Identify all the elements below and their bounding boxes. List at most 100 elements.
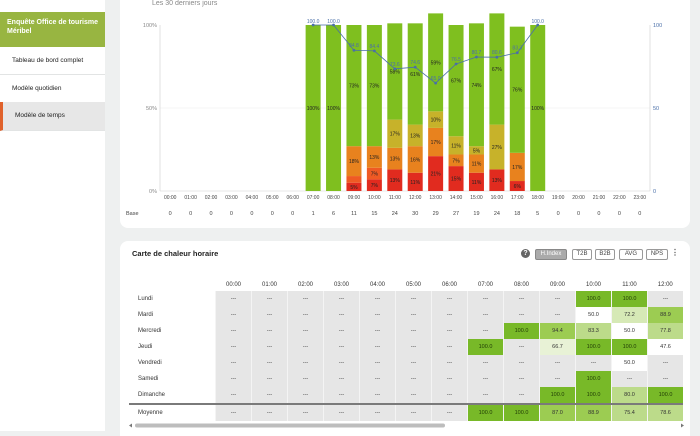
heatmap-cell[interactable]: --- (395, 387, 432, 404)
heatmap-cell[interactable]: 75.4 (611, 403, 648, 421)
heatmap-cell[interactable]: --- (431, 323, 468, 339)
heatmap-cell[interactable]: 100.0 (503, 323, 540, 339)
heatmap-cell[interactable]: 100.0 (467, 403, 504, 421)
sidebar-item-modele-de-temps[interactable]: Modèle de temps (0, 102, 105, 131)
heatmap-cell[interactable]: --- (287, 291, 324, 307)
heatmap-cell[interactable]: --- (503, 291, 540, 307)
pill-avg[interactable]: AVG (619, 249, 643, 260)
heatmap-cell[interactable]: --- (467, 323, 504, 339)
heatmap-cell[interactable]: --- (503, 307, 540, 323)
heatmap-cell[interactable]: --- (215, 403, 252, 421)
heatmap-cell[interactable]: --- (575, 355, 612, 371)
heatmap-cell[interactable]: --- (431, 371, 468, 387)
heatmap-cell[interactable]: --- (539, 307, 576, 323)
heatmap-cell[interactable]: --- (359, 355, 396, 371)
heatmap-cell[interactable]: --- (323, 387, 360, 404)
heatmap-cell[interactable]: --- (503, 387, 540, 404)
heatmap-cell[interactable]: --- (647, 355, 683, 371)
pill-t2b[interactable]: T2B (572, 249, 592, 260)
heatmap-cell[interactable]: --- (323, 403, 360, 421)
heatmap-cell[interactable]: --- (287, 371, 324, 387)
heatmap-cell[interactable]: --- (467, 307, 504, 323)
heatmap-cell[interactable]: --- (467, 371, 504, 387)
heatmap-cell[interactable]: 100.0 (575, 339, 612, 355)
heatmap-cell[interactable]: 50.0 (575, 307, 612, 323)
heatmap-cell[interactable]: --- (215, 355, 252, 371)
heatmap-cell[interactable]: --- (359, 387, 396, 404)
heatmap-cell[interactable]: --- (359, 339, 396, 355)
sidebar-item-modele-quotidien[interactable]: Modèle quotidien (0, 75, 105, 103)
heatmap-cell[interactable]: --- (359, 371, 396, 387)
heatmap-cell[interactable]: 80.0 (611, 387, 648, 404)
heatmap-cell[interactable]: --- (287, 307, 324, 323)
heatmap-cell[interactable]: --- (287, 323, 324, 339)
horizontal-scrollbar[interactable] (129, 423, 684, 428)
heatmap-cell[interactable]: --- (503, 371, 540, 387)
heatmap-cell[interactable]: 50.0 (611, 323, 648, 339)
more-options-icon[interactable]: ⋮ (671, 248, 679, 257)
heatmap-cell[interactable]: --- (467, 387, 504, 404)
heatmap-cell[interactable]: --- (539, 371, 576, 387)
heatmap-cell[interactable]: --- (431, 307, 468, 323)
heatmap-cell[interactable]: --- (251, 387, 288, 404)
heatmap-cell[interactable]: --- (395, 307, 432, 323)
heatmap-cell[interactable]: --- (395, 323, 432, 339)
heatmap-cell[interactable]: 100.0 (575, 291, 612, 307)
heatmap-cell[interactable]: --- (215, 387, 252, 404)
heatmap-cell[interactable]: 100.0 (611, 339, 648, 355)
heatmap-cell[interactable]: --- (215, 339, 252, 355)
sidebar-header[interactable]: Enquête Office de tourisme Méribel (0, 12, 105, 47)
heatmap-cell[interactable]: --- (431, 339, 468, 355)
heatmap-cell[interactable]: --- (251, 371, 288, 387)
heatmap-cell[interactable]: 100.0 (611, 291, 648, 307)
heatmap-cell[interactable]: --- (287, 339, 324, 355)
heatmap-cell[interactable]: --- (539, 355, 576, 371)
heatmap-cell[interactable]: --- (323, 371, 360, 387)
heatmap-cell[interactable]: 47.6 (647, 339, 683, 355)
heatmap-cell[interactable]: --- (323, 291, 360, 307)
heatmap-cell[interactable]: --- (287, 355, 324, 371)
heatmap-cell[interactable]: 88.9 (647, 307, 683, 323)
heatmap-cell[interactable]: --- (215, 291, 252, 307)
heatmap-cell[interactable]: --- (467, 355, 504, 371)
heatmap-cell[interactable]: 100.0 (503, 403, 540, 421)
heatmap-cell[interactable]: 72.2 (611, 307, 648, 323)
heatmap-cell[interactable]: --- (359, 307, 396, 323)
heatmap-cell[interactable]: --- (251, 355, 288, 371)
heatmap-cell[interactable]: 100.0 (539, 387, 576, 404)
heatmap-cell[interactable]: 83.3 (575, 323, 612, 339)
heatmap-cell[interactable]: --- (431, 291, 468, 307)
heatmap-cell[interactable]: --- (215, 307, 252, 323)
heatmap-cell[interactable]: 78.6 (647, 403, 683, 421)
heatmap-cell[interactable]: --- (323, 355, 360, 371)
heatmap-cell[interactable]: --- (323, 339, 360, 355)
heatmap-cell[interactable]: --- (431, 355, 468, 371)
heatmap-cell[interactable]: 66.7 (539, 339, 576, 355)
heatmap-cell[interactable]: --- (251, 403, 288, 421)
heatmap-cell[interactable]: 100.0 (575, 387, 612, 404)
heatmap-cell[interactable]: 100.0 (467, 339, 504, 355)
pill-nps[interactable]: NPS (646, 249, 668, 260)
heatmap-cell[interactable]: --- (251, 307, 288, 323)
heatmap-cell[interactable]: --- (359, 323, 396, 339)
heatmap-cell[interactable]: 88.9 (575, 403, 612, 421)
question-circle-icon[interactable]: ? (521, 249, 530, 258)
pill-b2b[interactable]: B2B (595, 249, 615, 260)
heatmap-cell[interactable]: 87.0 (539, 403, 576, 421)
heatmap-cell[interactable]: --- (323, 323, 360, 339)
heatmap-cell[interactable]: --- (287, 403, 324, 421)
heatmap-cell[interactable]: --- (431, 403, 468, 421)
heatmap-cell[interactable]: --- (395, 371, 432, 387)
heatmap-cell[interactable]: 94.4 (539, 323, 576, 339)
heatmap-cell[interactable]: --- (503, 355, 540, 371)
heatmap-cell[interactable]: 100.0 (647, 387, 683, 404)
heatmap-cell[interactable]: 100.0 (575, 371, 612, 387)
heatmap-cell[interactable]: --- (611, 371, 648, 387)
heatmap-cell[interactable]: --- (647, 291, 683, 307)
pill-h-index[interactable]: H.Index (535, 249, 567, 260)
heatmap-cell[interactable]: --- (431, 387, 468, 404)
heatmap-cell[interactable]: --- (287, 387, 324, 404)
heatmap-cell[interactable]: --- (467, 291, 504, 307)
heatmap-cell[interactable]: --- (323, 307, 360, 323)
heatmap-cell[interactable]: --- (395, 291, 432, 307)
